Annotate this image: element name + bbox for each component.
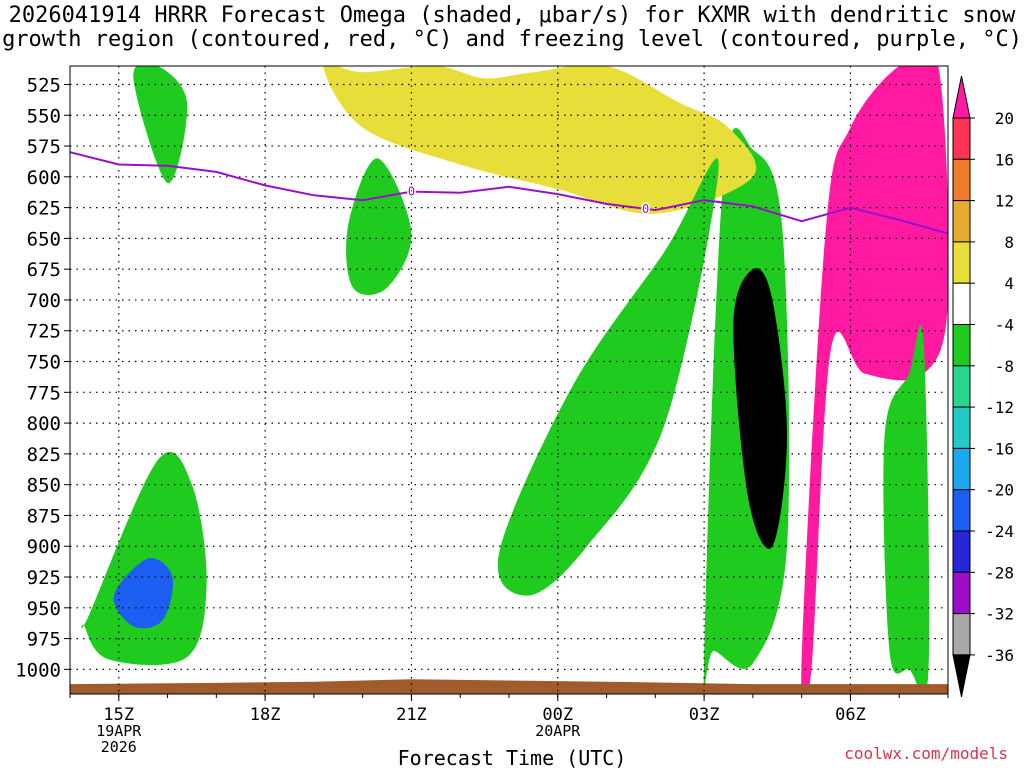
ytick-label-525: 525	[27, 74, 61, 96]
ytick-label-1000: 1000	[15, 659, 61, 681]
freezing-level-layer: 00	[69, 151, 949, 235]
colorbar-segment	[952, 365, 971, 408]
colorbar-segment	[952, 158, 971, 202]
ytick-label-775: 775	[27, 382, 61, 404]
ytick-label-850: 850	[27, 475, 61, 497]
colorbar-label: -28	[985, 563, 1014, 582]
ytick-label-875: 875	[27, 505, 61, 527]
colorbar-label: 20	[995, 109, 1014, 128]
ytick-label-600: 600	[27, 167, 61, 189]
freezing-level-label-0: 0	[408, 185, 415, 199]
ytick-label-975: 975	[27, 629, 61, 651]
omega-region-early-green-1	[133, 66, 188, 184]
omega-region-mid-green-2	[346, 158, 412, 295]
colorbar-label: 12	[995, 192, 1014, 211]
colorbar-segment	[952, 613, 971, 656]
xtick-sublabel-2026: 2026	[101, 738, 137, 756]
colorbar-segment	[952, 406, 971, 449]
omega-region-late-green-pillar	[883, 324, 930, 694]
colorbar-segment	[952, 447, 971, 491]
xtick-sublabel-20APR: 20APR	[535, 722, 581, 740]
colorbar-segment	[952, 117, 971, 160]
xtick-label-15Z: 15Z	[103, 705, 134, 725]
colorbar-label: -24	[985, 522, 1014, 541]
colorbar-segment	[952, 489, 971, 532]
ytick-label-750: 750	[27, 352, 61, 374]
omega-region-lowlevel-blue	[113, 558, 174, 629]
colorbar-label: -36	[985, 646, 1014, 665]
colorbar-arrow-bottom	[952, 654, 971, 697]
colorbar-label: -4	[995, 316, 1014, 335]
colorbar-label: 16	[995, 150, 1014, 169]
xtick-label-00Z: 00Z	[542, 705, 573, 725]
colorbar-label: -20	[985, 481, 1014, 500]
ytick-label-700: 700	[27, 290, 61, 312]
ytick-label-725: 725	[27, 321, 61, 343]
omega-region-storm-core-black	[733, 268, 787, 549]
ytick-label-550: 550	[27, 105, 61, 127]
omega-region-upper-yellow	[323, 66, 757, 214]
colorbar: 20 16 12 8 4 -4 -8 -12 -16 -20 -24 -28 -32 -36	[952, 75, 1014, 697]
colorbar-segment	[952, 241, 971, 284]
x-axis-title: Forecast Time (UTC)	[397, 746, 627, 770]
colorbar-label: -8	[995, 357, 1014, 376]
xtick-label-06Z: 06Z	[835, 705, 866, 725]
ytick-label-825: 825	[27, 444, 61, 466]
colorbar-label: -32	[985, 605, 1014, 624]
omega-shading	[70, 66, 948, 694]
chart-title: 2026041914 HRRR Forecast Omega (shaded, …	[0, 4, 1024, 52]
colorbar-segment	[952, 282, 971, 326]
xtick-sublabel-19APR: 19APR	[96, 722, 142, 740]
ytick-label-575: 575	[27, 136, 61, 158]
colorbar-segment	[952, 200, 971, 243]
ytick-label-925: 925	[27, 567, 61, 589]
colorbar-label: 8	[1004, 233, 1014, 252]
grid	[70, 66, 948, 694]
omega-region-midlevel-green-band	[497, 158, 719, 596]
ytick-label-950: 950	[27, 598, 61, 620]
xtick-label-18Z: 18Z	[250, 705, 281, 725]
credit-text: coolwx.com/models	[844, 744, 1008, 763]
ytick-label-675: 675	[27, 259, 61, 281]
freezing-level-label-1: 0	[642, 202, 649, 216]
terrain-surface	[70, 679, 948, 694]
ytick-label-625: 625	[27, 198, 61, 220]
xtick-label-21Z: 21Z	[396, 705, 427, 725]
ytick-label-800: 800	[27, 413, 61, 435]
freezing-level-line	[69, 151, 949, 235]
colorbar-segment	[952, 530, 971, 573]
axes: 525 550 575 600 625 650 675 700 725 750 775 800 825 8…	[15, 74, 949, 756]
colorbar-segment	[952, 571, 971, 615]
colorbar-label: 4	[1004, 274, 1014, 293]
colorbar-segment	[952, 324, 971, 367]
colorbar-label: -16	[985, 439, 1014, 458]
ytick-label-650: 650	[27, 228, 61, 250]
colorbar-arrow-top	[952, 75, 971, 119]
colorbar-label: -12	[985, 398, 1014, 417]
ytick-label-900: 900	[27, 536, 61, 558]
chart-title-line2: growth region (contoured, red, °C) and f…	[2, 27, 1022, 52]
xtick-label-03Z: 03Z	[689, 705, 720, 725]
chart-title-line1: 2026041914 HRRR Forecast Omega (shaded, …	[8, 3, 1016, 28]
omega-region-lowlevel-green	[81, 451, 207, 666]
